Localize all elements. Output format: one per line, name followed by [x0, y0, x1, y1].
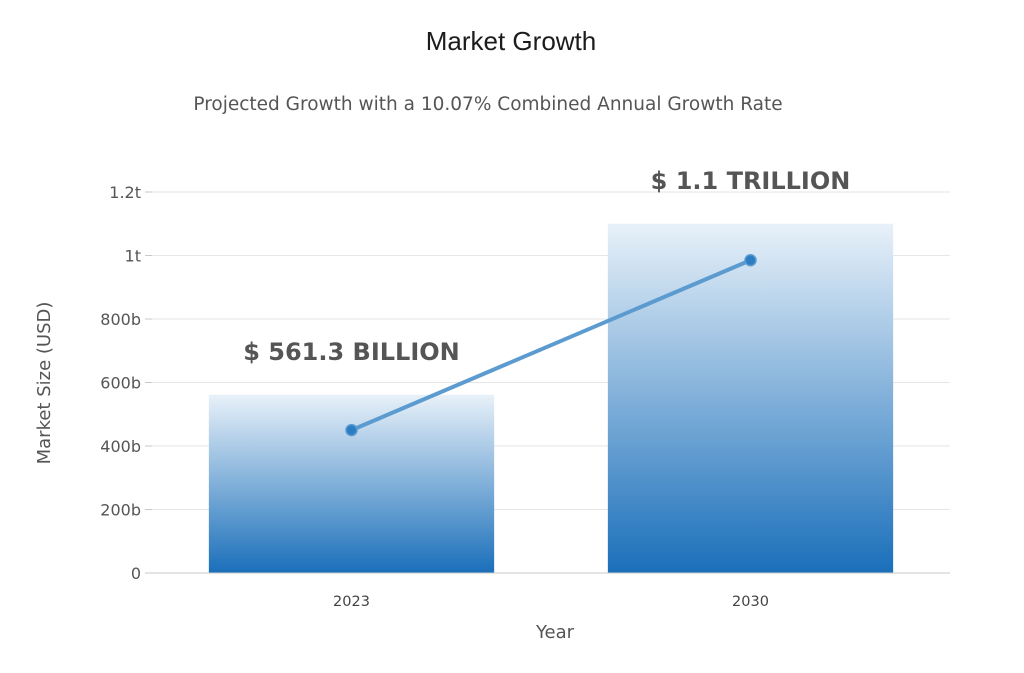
x-axis-title: Year [535, 622, 575, 643]
chart-subtitle: Projected Growth with a 10.07% Combined … [193, 94, 782, 115]
bar-2030 [607, 223, 894, 573]
x-tick-label: 2030 [732, 594, 769, 610]
bar-value-label: $ 1.1 TRILLION [651, 167, 851, 195]
bar-data-labels: $ 561.3 BILLION $ 1.1 TRILLION [243, 167, 850, 366]
y-tick-label: 1t [125, 247, 141, 266]
y-tick-label: 400b [100, 437, 141, 456]
bar-2023 [208, 394, 495, 573]
y-tick-label: 0 [131, 564, 141, 583]
y-axis-title: Market Size (USD) [34, 302, 55, 465]
y-tick-label: 1.2t [109, 183, 141, 202]
y-tick-label: 800b [100, 310, 141, 329]
chart-title: Market Growth [426, 26, 597, 56]
bars [208, 223, 894, 573]
trend-point-2023 [345, 423, 358, 437]
y-tick-label: 600b [100, 374, 141, 393]
y-axis-ticks: 0 200b 400b 600b 800b 1t 1.2t [100, 183, 152, 583]
trend-line-path [349, 258, 753, 433]
y-tick-label: 200b [100, 501, 141, 520]
x-axis: 2023 2030 [152, 572, 950, 610]
trend-point-2030 [744, 254, 757, 267]
trend-line [345, 254, 757, 437]
bar-value-label: $ 561.3 BILLION [243, 338, 460, 366]
x-tick-label: 2023 [333, 594, 370, 610]
